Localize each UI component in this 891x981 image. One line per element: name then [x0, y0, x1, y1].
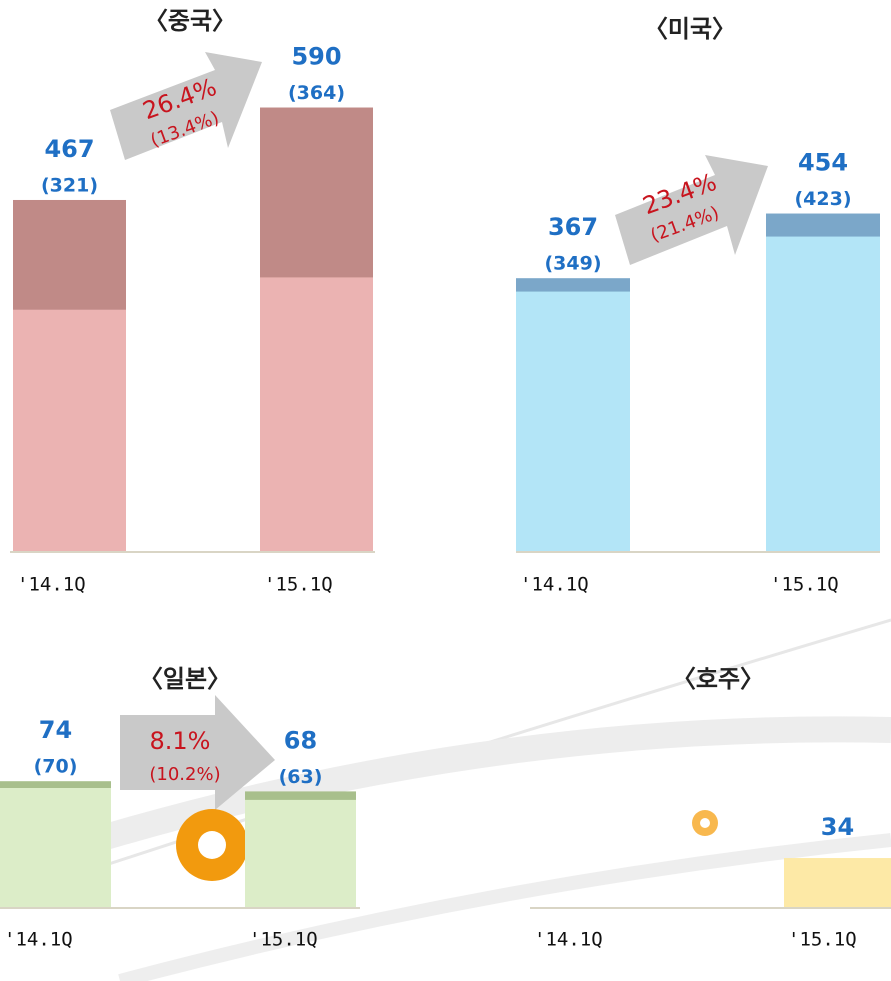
value-label: 467 — [44, 135, 94, 163]
bar-inner — [260, 277, 373, 551]
growth-label: 8.1% — [150, 727, 211, 755]
x-tick-label: '15.1Q — [788, 929, 857, 951]
value-label: 74 — [39, 716, 72, 744]
arrows — [110, 52, 768, 810]
deco-ring-hole — [700, 818, 710, 828]
inner-value-label: (70) — [34, 756, 78, 778]
x-tick-label: '14.1Q — [4, 929, 73, 951]
chart-title: 〈호주〉 — [672, 665, 764, 693]
value-label: 454 — [798, 149, 848, 177]
x-tick-label: '14.1Q — [534, 929, 603, 951]
value-label: 590 — [291, 43, 341, 71]
bar-total — [784, 858, 891, 907]
x-tick-label: '15.1Q — [249, 929, 318, 951]
bar-inner — [245, 800, 356, 907]
inner-value-label: (349) — [544, 253, 601, 275]
x-tick-label: '15.1Q — [770, 574, 839, 596]
chart-title: 〈미국〉 — [644, 15, 736, 43]
inner-value-label: (364) — [288, 82, 345, 104]
chart-title: 〈일본〉 — [139, 665, 231, 693]
infographic: 〈중국〉'14.1Q467(321)'15.1Q590(364)26.4%(13… — [0, 0, 891, 981]
value-label: 68 — [284, 726, 317, 754]
bar-inner — [766, 237, 880, 551]
inner-value-label: (63) — [279, 766, 323, 788]
chart-title: 〈중국〉 — [144, 7, 236, 35]
bar-inner — [13, 310, 126, 551]
inner-value-label: (423) — [794, 188, 851, 210]
deco-ring-hole — [198, 831, 226, 859]
x-tick-label: '15.1Q — [264, 574, 333, 596]
growth-sub-label: (10.2%) — [149, 764, 220, 785]
x-tick-label: '14.1Q — [17, 574, 86, 596]
x-tick-label: '14.1Q — [520, 574, 589, 596]
value-label: 367 — [548, 213, 598, 241]
value-label: 34 — [821, 813, 854, 841]
bar-inner — [516, 292, 630, 551]
inner-value-label: (321) — [41, 174, 98, 196]
bar-inner — [0, 788, 111, 907]
